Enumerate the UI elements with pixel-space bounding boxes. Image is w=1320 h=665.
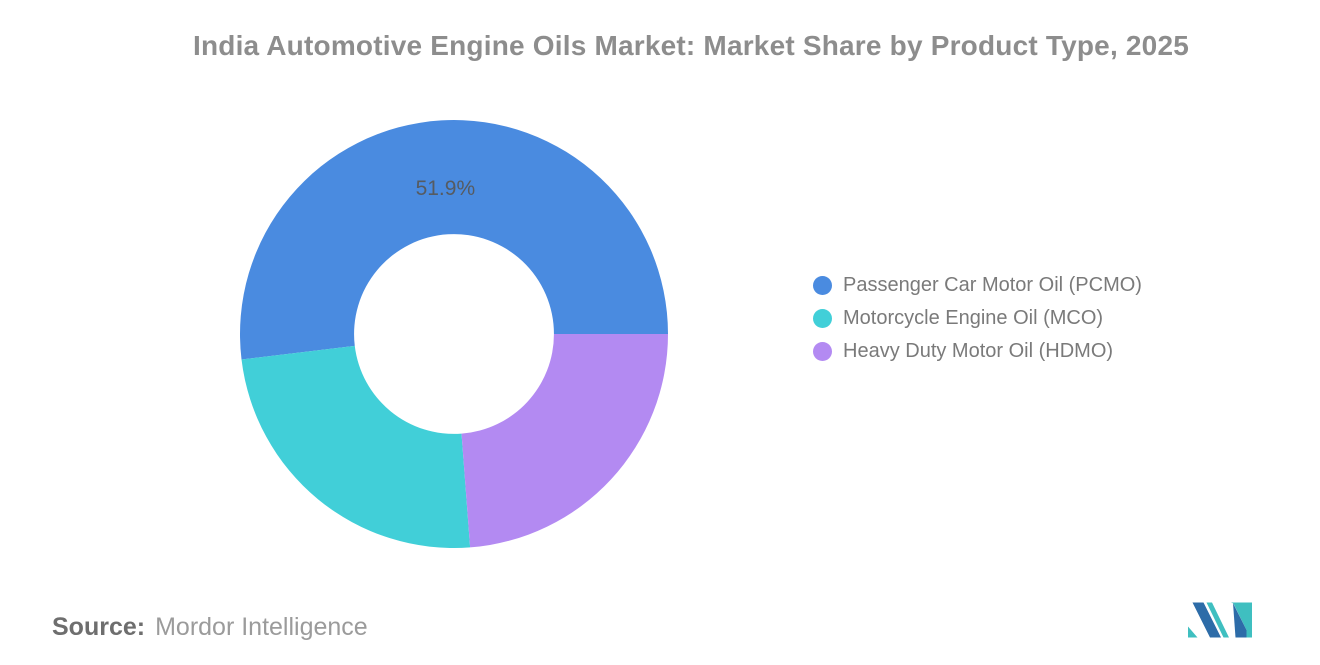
donut-chart: 51.9% bbox=[240, 120, 668, 548]
logo-right-panel bbox=[1231, 602, 1252, 638]
chart-title: India Automotive Engine Oils Market: Mar… bbox=[192, 30, 1189, 61]
legend-marker-hdmo bbox=[813, 341, 832, 361]
legend: Passenger Car Motor Oil (PCMO) Motorcycl… bbox=[813, 273, 1142, 362]
legend-marker-mco bbox=[813, 308, 832, 328]
legend-label-pcmo: Passenger Car Motor Oil (PCMO) bbox=[843, 273, 1142, 296]
legend-item-hdmo[interactable]: Heavy Duty Motor Oil (HDMO) bbox=[813, 339, 1142, 362]
legend-item-pcmo[interactable]: Passenger Car Motor Oil (PCMO) bbox=[813, 273, 1142, 296]
logo-mid-diagonal bbox=[1206, 602, 1229, 638]
logo-main-diagonal bbox=[1192, 602, 1221, 638]
source-value: Mordor Intelligence bbox=[155, 613, 368, 641]
slice-data-label: 51.9% bbox=[415, 177, 476, 201]
source-line: Source: Mordor Intelligence bbox=[52, 613, 368, 642]
pie-slice-hdmo[interactable] bbox=[461, 334, 668, 548]
legend-label-mco: Motorcycle Engine Oil (MCO) bbox=[843, 306, 1104, 329]
legend-marker-pcmo bbox=[813, 275, 832, 295]
pie-slice-mco[interactable] bbox=[241, 345, 471, 548]
logo-right-triangle bbox=[1233, 603, 1247, 638]
pie-slice-pcmo[interactable] bbox=[240, 120, 668, 360]
legend-label-hdmo: Heavy Duty Motor Oil (HDMO) bbox=[843, 339, 1114, 362]
source-label: Source: bbox=[52, 613, 146, 641]
mordor-intelligence-logo bbox=[1188, 602, 1252, 638]
logo-left-triangle bbox=[1188, 626, 1198, 638]
legend-item-mco[interactable]: Motorcycle Engine Oil (MCO) bbox=[813, 306, 1142, 329]
